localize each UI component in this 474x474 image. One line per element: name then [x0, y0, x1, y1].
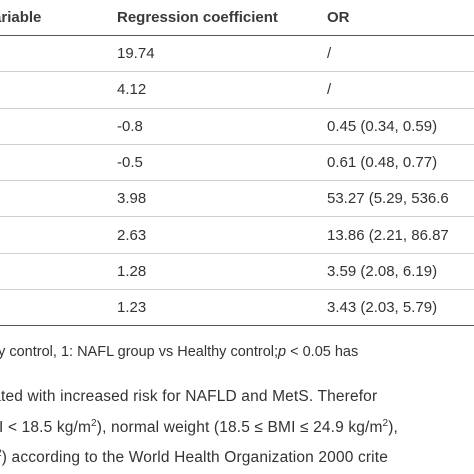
cell-or: / [315, 35, 474, 73]
footnote-text: thy control, 1: NAFL group vs Healthy co… [0, 344, 279, 360]
header-coefficient: Regression coefficient [100, 0, 315, 36]
cell-variable [0, 144, 100, 182]
cell-variable [0, 216, 100, 254]
header-variable: ent variable [0, 0, 100, 36]
table-row: 1.28 3.59 (2.08, 6.19) [0, 253, 474, 291]
superscript: 2 [91, 419, 97, 429]
footnote-threshold: < 0.05 has [286, 344, 359, 360]
cell-coefficient: 1.28 [100, 253, 315, 291]
cell-coefficient: 2.63 [100, 216, 315, 254]
cell-or: 3.43 (2.03, 5.79) [315, 289, 474, 327]
body-line-1: ociated with increased risk for NAFLD an… [0, 388, 474, 406]
cell-variable [0, 71, 100, 109]
cell-or: 3.59 (2.08, 6.19) [315, 253, 474, 291]
superscript: 2 [0, 449, 2, 459]
cell-variable [0, 35, 100, 73]
cell-or: 53.27 (5.29, 536.6 [315, 180, 474, 218]
body-line-2: MI < 18.5 kg/m2), normal weight (18.5 ≤ … [0, 419, 474, 437]
body-text: MI < 18.5 kg/m [0, 419, 92, 436]
body-text: ) according to the World Health Organiza… [1, 449, 388, 466]
body-text: ociated with increased risk for NAFLD an… [0, 388, 378, 405]
cell-or: / [315, 71, 474, 109]
table-row: 3.98 53.27 (5.29, 536.6 [0, 180, 474, 218]
table-row: 2.63 13.86 (2.21, 86.87 [0, 216, 474, 254]
table-row: -0.5 0.61 (0.48, 0.77) [0, 144, 474, 182]
superscript: 2 [382, 419, 389, 429]
table-footnote: thy control, 1: NAFL group vs Healthy co… [0, 344, 474, 360]
cell-or: 13.86 (2.21, 86.87 [315, 216, 474, 254]
cell-variable [0, 108, 100, 145]
cell-variable [0, 253, 100, 291]
cell-or: 0.61 (0.48, 0.77) [315, 144, 474, 182]
cell-coefficient: 1.23 [100, 289, 315, 327]
cell-coefficient: 4.12 [100, 71, 315, 109]
cell-or: 0.45 (0.34, 0.59) [315, 108, 474, 145]
cell-variable [0, 180, 100, 218]
cell-coefficient: 19.74 [100, 35, 315, 73]
body-text: ), [388, 419, 399, 436]
cell-coefficient: -0.8 [100, 108, 315, 145]
body-text: ), normal weight (18.5 ≤ BMI ≤ 24.9 kg/m [96, 419, 383, 436]
regression-table: ent variable Regression coefficient OR 1… [0, 0, 474, 327]
footnote-p: p [278, 344, 287, 360]
table-row: 1.23 3.43 (2.03, 5.79) [0, 289, 474, 327]
table-row: -0.8 0.45 (0.34, 0.59) [0, 108, 474, 145]
body-line-3: m2) according to the World Health Organi… [0, 449, 474, 467]
cell-variable [0, 289, 100, 327]
table-header-row: ent variable Regression coefficient OR [0, 0, 474, 36]
cell-coefficient: -0.5 [100, 144, 315, 182]
table-row: 19.74 / [0, 35, 474, 73]
cell-coefficient: 3.98 [100, 180, 315, 218]
table-row: 4.12 / [0, 71, 474, 109]
header-or: OR [315, 0, 474, 36]
